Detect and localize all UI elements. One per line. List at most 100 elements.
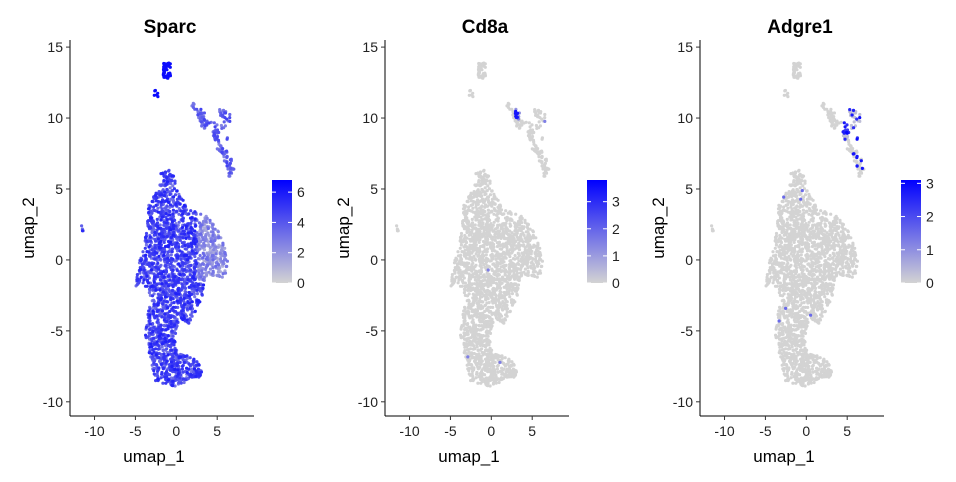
cell-point xyxy=(177,276,181,280)
cell-point xyxy=(466,268,470,272)
cell-point xyxy=(498,289,502,293)
cell-point xyxy=(480,312,484,316)
cell-point xyxy=(458,246,462,250)
cell-point xyxy=(540,164,544,168)
cell-point xyxy=(529,261,534,265)
cell-point xyxy=(182,296,186,300)
cell-point xyxy=(461,270,465,274)
cell-point xyxy=(467,299,471,304)
cell-point xyxy=(170,264,174,268)
cell-point xyxy=(171,233,175,237)
cell-point xyxy=(503,372,507,376)
cell-point xyxy=(503,273,507,277)
cell-point xyxy=(477,65,481,69)
cell-point xyxy=(219,144,223,148)
cell-point xyxy=(228,171,232,175)
cell-point xyxy=(502,321,506,325)
y-tick-label: -10 xyxy=(43,394,63,410)
cell-point xyxy=(486,204,490,208)
cell-point xyxy=(164,270,169,274)
y-axis-label: umap_2 xyxy=(334,197,353,258)
cell-point xyxy=(211,266,215,270)
cell-point xyxy=(502,362,506,366)
cell-point xyxy=(159,323,163,327)
cell-point xyxy=(188,273,192,277)
cell-point xyxy=(507,278,512,282)
cell-point xyxy=(145,239,149,243)
cell-point xyxy=(463,305,467,309)
cell-point xyxy=(463,284,467,288)
cell-point xyxy=(477,352,481,356)
cell-point xyxy=(463,349,467,353)
cell-point xyxy=(173,323,177,327)
cell-point xyxy=(483,209,487,214)
cell-point xyxy=(544,166,548,170)
cell-point xyxy=(543,112,547,117)
cell-point xyxy=(485,314,489,318)
cell-point xyxy=(183,253,187,257)
cell-point xyxy=(168,186,172,190)
cell-point xyxy=(159,200,163,204)
cell-point xyxy=(484,192,488,196)
cell-point xyxy=(187,244,191,248)
cell-point xyxy=(218,108,222,112)
cell-point xyxy=(527,121,531,125)
cell-point xyxy=(182,302,187,307)
cell-point xyxy=(201,278,205,282)
cell-point xyxy=(535,150,539,154)
cell-point xyxy=(175,319,179,323)
cell-point xyxy=(225,161,229,165)
cell-point xyxy=(148,322,152,326)
cell-point xyxy=(464,256,468,260)
cell-point xyxy=(187,235,191,239)
cell-point xyxy=(199,370,203,374)
cell-point xyxy=(500,275,505,279)
cell-point xyxy=(153,275,157,279)
cell-point xyxy=(490,252,494,256)
cell-point xyxy=(469,199,473,203)
cell-point xyxy=(162,223,166,227)
cell-point xyxy=(492,299,496,304)
y-tick-label: 15 xyxy=(47,39,63,55)
cell-point xyxy=(156,347,160,351)
cell-point xyxy=(169,253,173,257)
cell-point xyxy=(538,250,542,255)
cell-point xyxy=(523,248,527,252)
cell-point xyxy=(485,189,489,193)
cell-point xyxy=(473,265,477,269)
cell-point xyxy=(475,309,480,313)
cell-point xyxy=(195,107,199,111)
cell-point xyxy=(508,269,512,273)
cell-point xyxy=(175,363,179,368)
cell-point xyxy=(519,257,523,261)
cell-point xyxy=(184,224,188,228)
cell-point xyxy=(470,93,474,97)
cell-point xyxy=(148,327,152,332)
cell-point xyxy=(186,278,190,282)
cell-point xyxy=(181,358,185,362)
cell-point xyxy=(165,204,169,208)
cell-point xyxy=(485,364,489,369)
cell-point xyxy=(201,262,205,266)
cell-point xyxy=(216,263,221,267)
cell-point xyxy=(195,360,199,364)
cell-point xyxy=(480,194,484,198)
cell-point xyxy=(162,299,166,303)
cell-point xyxy=(497,296,501,300)
cell-point xyxy=(178,235,182,239)
cell-point xyxy=(178,238,182,242)
cell-point xyxy=(504,285,508,289)
cell-point xyxy=(483,259,487,263)
cell-point xyxy=(195,231,199,235)
cell-point xyxy=(475,281,479,285)
cell-point xyxy=(497,354,501,358)
cell-point xyxy=(485,332,489,336)
cell-point xyxy=(157,366,161,370)
cell-point xyxy=(169,262,173,266)
cell-point xyxy=(512,273,516,277)
cell-point xyxy=(193,295,197,299)
cell-point xyxy=(180,232,184,236)
cell-point xyxy=(495,244,500,249)
cell-point xyxy=(493,238,497,242)
legend-tick-label: 0 xyxy=(297,275,305,291)
